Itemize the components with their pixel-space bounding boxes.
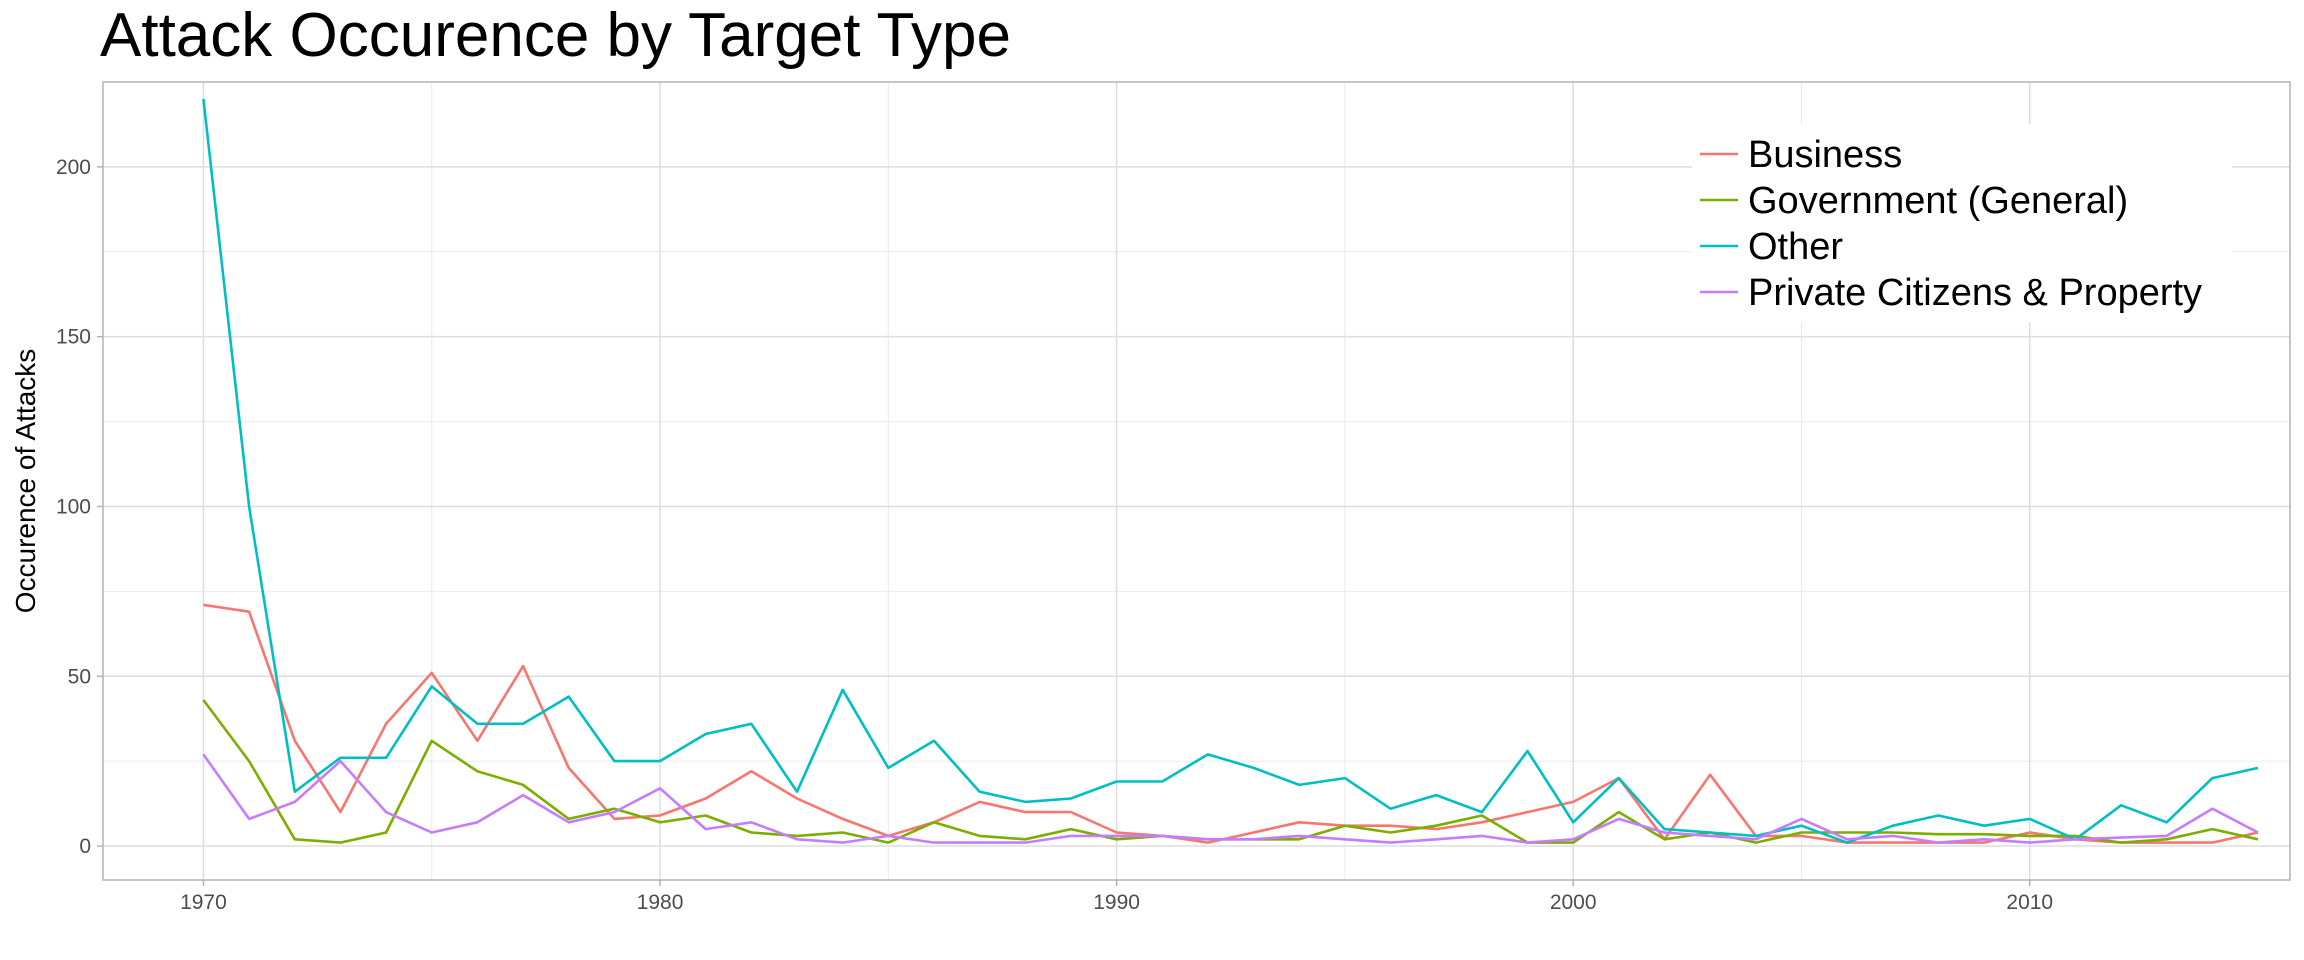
legend-label-1: Government (General) <box>1748 180 2128 222</box>
y-tick-label: 100 <box>56 495 91 518</box>
x-tick-label: 1980 <box>637 891 684 914</box>
legend-label-2: Other <box>1748 226 1843 268</box>
plot-panel-border <box>102 81 2291 881</box>
x-tick-label: 1990 <box>1093 891 1140 914</box>
series-line-2 <box>202 98 2259 844</box>
y-tick-label: 50 <box>68 665 91 688</box>
series-line-1 <box>202 699 2259 844</box>
series-line-0 <box>203 603 2259 844</box>
series-line-3 <box>202 753 2259 844</box>
x-tick-label: 2000 <box>1550 891 1597 914</box>
axes: 1970 1980 1990 2000 2010 0 50 100 150 200 <box>56 156 2053 914</box>
chart-title: Attack Occurence by Target Type <box>100 1 1011 70</box>
legend-label-0: Business <box>1748 134 1902 176</box>
legend-label-3: Private Citizens & Property <box>1748 272 2202 314</box>
x-tick-label: 2010 <box>2006 891 2053 914</box>
y-axis-title: Occurence of Attacks <box>10 349 41 614</box>
legend-background <box>1692 124 2232 322</box>
y-tick-label: 0 <box>79 835 91 858</box>
y-tick-label: 150 <box>56 326 91 349</box>
x-tick-label: 1970 <box>180 891 227 914</box>
grid <box>103 82 2290 880</box>
series-lines <box>202 98 2259 844</box>
y-tick-label: 200 <box>56 156 91 179</box>
